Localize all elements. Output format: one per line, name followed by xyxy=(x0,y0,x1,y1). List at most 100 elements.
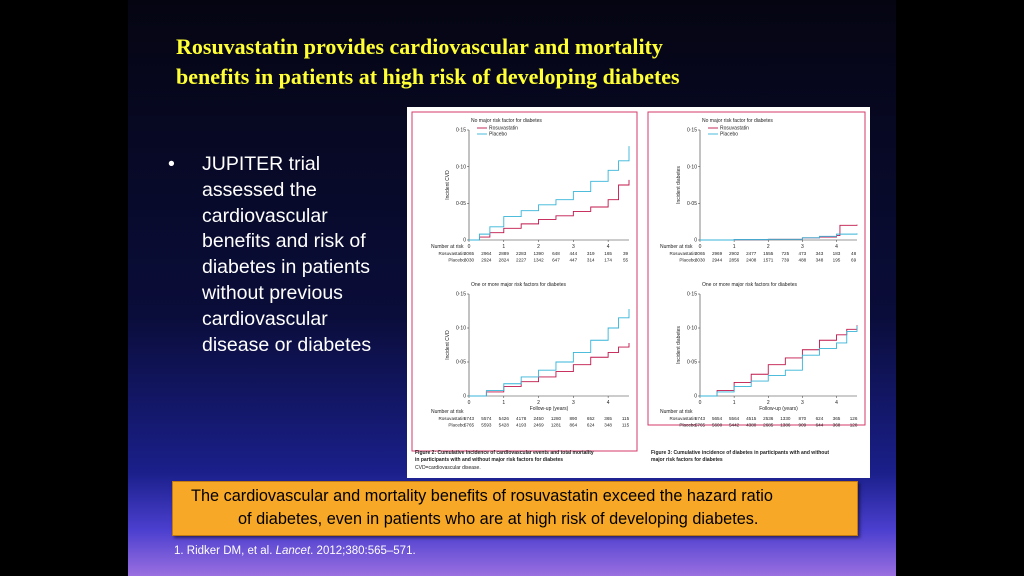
risk-table-value: 4380 xyxy=(746,423,757,428)
risk-table-value: 48 xyxy=(851,251,857,256)
risk-table-value: 1386 xyxy=(780,423,791,428)
y-tick-label: 0 xyxy=(463,238,466,244)
risk-table-value: 725 xyxy=(781,251,789,256)
risk-table-value: 368 xyxy=(833,423,841,428)
risk-table-value: 5743 xyxy=(695,416,706,421)
risk-table-value: 165 xyxy=(604,251,612,256)
x-axis-label: Follow-up (years) xyxy=(530,406,569,412)
risk-table-value: 647 xyxy=(552,258,560,263)
risk-table-value: 5426 xyxy=(499,416,510,421)
risk-table-value: 5743 xyxy=(464,416,475,421)
risk-table-value: 69 xyxy=(851,258,857,263)
y-tick-label: 0·05 xyxy=(687,201,697,207)
risk-table-value: 2536 xyxy=(763,416,774,421)
y-axis-label: Incident CVD xyxy=(445,170,451,200)
risk-table-value: 195 xyxy=(833,258,841,263)
x-tick-label: 4 xyxy=(607,244,610,250)
risk-table-value: 644 xyxy=(816,423,824,428)
y-tick-label: 0 xyxy=(694,394,697,400)
y-tick-label: 0·10 xyxy=(456,326,466,332)
x-axis-label: Follow-up (years) xyxy=(759,406,798,412)
x-tick-label: 3 xyxy=(801,244,804,250)
risk-table-value: 319 xyxy=(587,251,595,256)
x-tick-label: 4 xyxy=(607,400,610,406)
reference-details: . 2012;380:565–571. xyxy=(310,545,416,557)
risk-table-row-label: Rosuvastatin xyxy=(438,416,465,421)
risk-table-value: 1280 xyxy=(551,416,562,421)
series-line-placebo xyxy=(700,325,858,397)
chart-title: One or more major risk factors for diabe… xyxy=(471,282,567,288)
risk-table-value: 183 xyxy=(833,251,841,256)
right-caption-line-1: Figure 3: Cumulative incidence of diabet… xyxy=(651,450,829,456)
risk-table-value: 2969 xyxy=(712,251,723,256)
risk-table-value: 890 xyxy=(570,416,578,421)
risk-table-value: 5428 xyxy=(499,423,510,428)
y-tick-label: 0·05 xyxy=(456,201,466,207)
risk-table-row-label: Rosuvastatin xyxy=(438,251,465,256)
risk-table-value: 348 xyxy=(816,258,824,263)
risk-table-value: 55 xyxy=(623,258,629,263)
callout-box: The cardiovascular and mortality benefit… xyxy=(172,481,858,536)
left-panel-border xyxy=(411,111,638,452)
bullet-line: cardiovascular xyxy=(202,307,328,330)
legend-label: Rosuvastatin xyxy=(720,126,749,132)
reference: 1. Ridker DM, et al. Lancet. 2012;380:56… xyxy=(174,545,416,557)
x-tick-label: 2 xyxy=(537,244,540,250)
risk-table-value: 365 xyxy=(833,416,841,421)
series-line-rosuvastatin xyxy=(700,325,858,397)
y-tick-label: 0·05 xyxy=(687,360,697,366)
risk-table-value: 488 xyxy=(799,258,807,263)
risk-table-value: 39 xyxy=(623,251,629,256)
risk-table-value: 115 xyxy=(622,416,630,421)
chart-title: No major risk factor for diabetes xyxy=(471,118,542,124)
risk-table-row-label: Rosuvastatin xyxy=(669,251,696,256)
risk-table-value: 174 xyxy=(604,258,612,263)
risk-table-value: 473 xyxy=(799,251,807,256)
risk-table-value: 2469 xyxy=(533,423,544,428)
series-line-placebo xyxy=(700,233,858,241)
legend-label: Placebo xyxy=(489,132,507,138)
x-tick-label: 0 xyxy=(468,244,471,250)
x-tick-label: 1 xyxy=(733,244,736,250)
left-caption-line-2: in participants with and without major r… xyxy=(415,457,563,463)
risk-table-value: 2283 xyxy=(516,251,527,256)
bullet-line: JUPITER trial xyxy=(202,153,321,175)
risk-table-value: 864 xyxy=(570,423,578,428)
risk-table-header: Number at risk xyxy=(431,409,464,415)
risk-table-value: 1571 xyxy=(763,258,774,263)
risk-table-row-label: Placebo xyxy=(679,258,696,263)
x-tick-label: 3 xyxy=(572,244,575,250)
risk-table-value: 624 xyxy=(816,416,824,421)
y-tick-label: 0·10 xyxy=(687,164,697,170)
x-tick-label: 1 xyxy=(502,244,505,250)
risk-table-value: 3065 xyxy=(695,251,706,256)
risk-table-value: 739 xyxy=(781,258,789,263)
right-caption-line-2: major risk factors for diabetes xyxy=(651,457,723,463)
risk-table-value: 5765 xyxy=(695,423,706,428)
risk-table-value: 648 xyxy=(552,251,560,256)
risk-table-value: 5593 xyxy=(481,423,492,428)
y-axis-label: Incident diabetes xyxy=(676,166,682,204)
left-caption-note: CVD=cardiovascular disease. xyxy=(415,465,481,471)
reference-journal: Lancet xyxy=(275,545,311,557)
risk-table-value: 2944 xyxy=(712,258,723,263)
series-line-placebo xyxy=(469,308,630,397)
risk-table-value: 3065 xyxy=(464,251,475,256)
risk-table-value: 444 xyxy=(570,251,578,256)
x-tick-label: 1 xyxy=(733,400,736,406)
risk-table-value: 5574 xyxy=(481,416,492,421)
series-line-rosuvastatin xyxy=(700,224,858,241)
risk-table-value: 1555 xyxy=(763,251,774,256)
y-tick-label: 0·15 xyxy=(687,128,697,134)
risk-table-value: 1330 xyxy=(780,416,791,421)
bullet-line: without previous xyxy=(202,281,343,304)
bullet-marker: • xyxy=(168,153,175,175)
risk-table-value: 909 xyxy=(799,423,807,428)
series-line-placebo xyxy=(469,146,630,241)
legend-label: Placebo xyxy=(720,132,738,138)
risk-table-value: 348 xyxy=(604,423,612,428)
risk-table-value: 3030 xyxy=(464,258,475,263)
risk-table-value: 3030 xyxy=(695,258,706,263)
chart-title: No major risk factor for diabetes xyxy=(702,118,773,124)
risk-table-value: 5600 xyxy=(712,423,723,428)
